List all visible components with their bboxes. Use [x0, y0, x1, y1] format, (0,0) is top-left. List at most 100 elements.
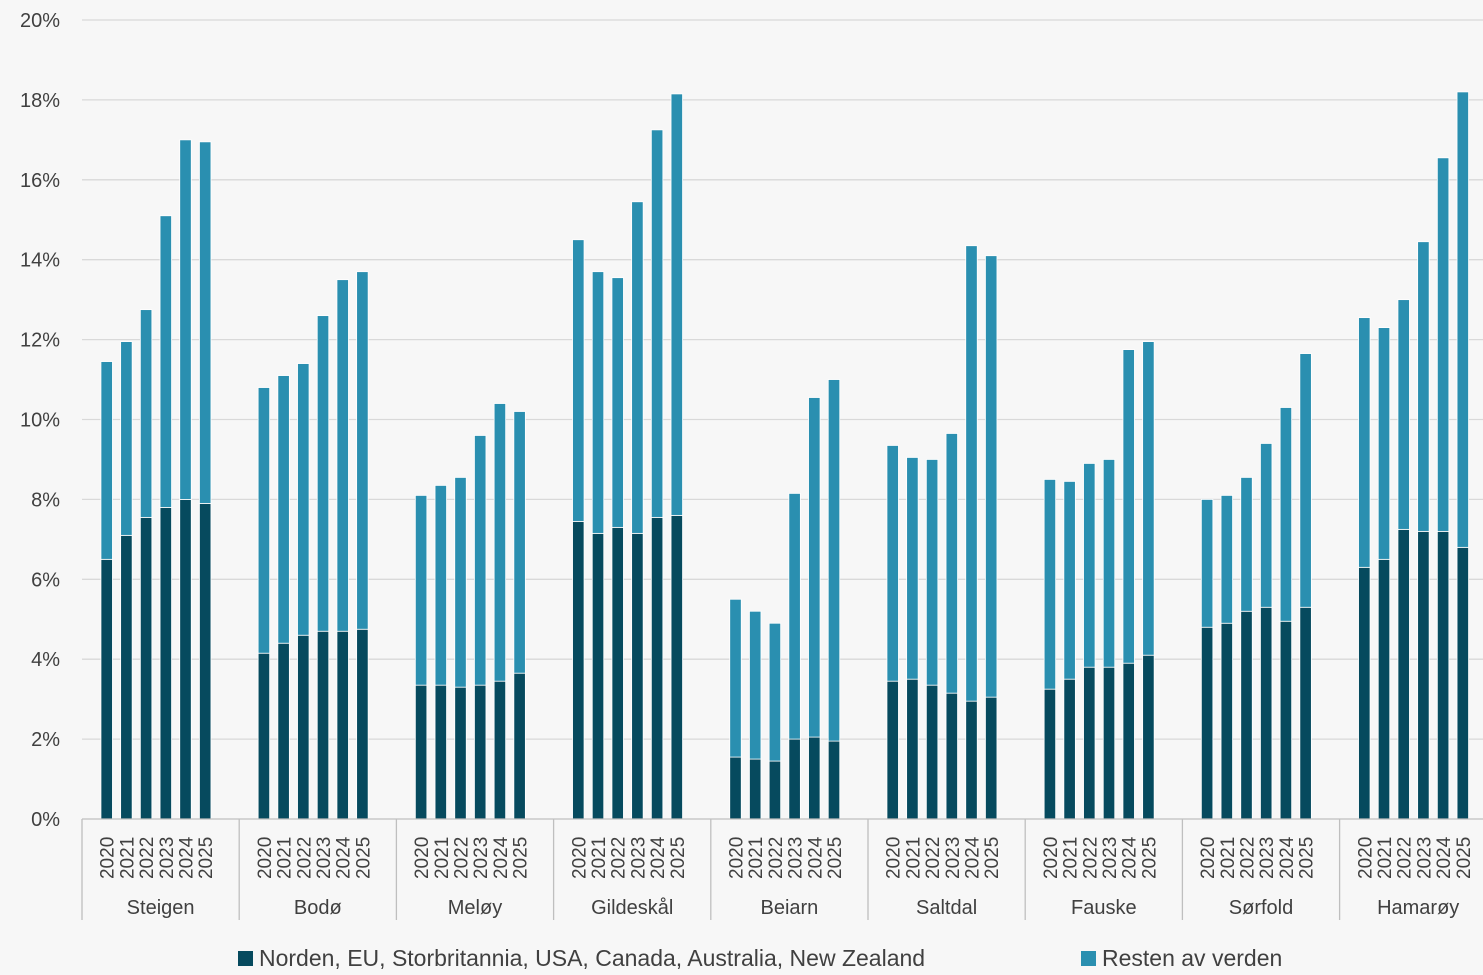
year-tick-label: 2020	[569, 837, 590, 879]
bar-segment-norden-eu	[808, 736, 821, 820]
year-tick-label: 2020	[727, 837, 748, 879]
year-tick-label: 2020	[884, 837, 905, 879]
x-axis-labels: Steigen202020212022202320242025Bodø20202…	[98, 836, 1475, 919]
bar-segment-resten-av-verden	[749, 610, 762, 760]
y-tick-label: 14%	[20, 250, 60, 272]
year-tick-label: 2025	[982, 837, 1003, 879]
bar-segment-resten-av-verden	[297, 363, 310, 636]
bar-segment-resten-av-verden	[827, 379, 841, 742]
bar-segment-resten-av-verden	[179, 139, 192, 500]
bar-segment-resten-av-verden	[1043, 479, 1057, 690]
year-tick-label: 2025	[353, 837, 374, 879]
bar-segment-resten-av-verden	[454, 477, 467, 688]
legend-label: Resten av verden	[1102, 945, 1282, 970]
year-tick-label: 2020	[1355, 837, 1376, 879]
bar-segment-norden-eu	[493, 680, 507, 820]
year-tick-label: 2023	[786, 837, 807, 879]
year-tick-label: 2021	[1218, 837, 1239, 879]
bar-segment-norden-eu	[1122, 662, 1135, 820]
bar-segment-norden-eu	[886, 680, 899, 820]
bar-segment-resten-av-verden	[199, 141, 212, 504]
bar-segment-norden-eu	[985, 696, 998, 820]
year-tick-label: 2025	[1454, 837, 1475, 879]
bar-segment-resten-av-verden	[906, 457, 919, 680]
bar-segment-norden-eu	[277, 642, 290, 820]
legend-label: Norden, EU, Storbritannia, USA, Canada, …	[259, 945, 925, 970]
y-tick-label: 6%	[31, 569, 60, 591]
year-tick-label: 2025	[1139, 837, 1160, 879]
year-tick-label: 2023	[471, 837, 492, 879]
x-axis	[81, 818, 1483, 920]
bar-segment-norden-eu	[631, 532, 644, 820]
year-tick-label: 2023	[628, 837, 649, 879]
bar-segment-resten-av-verden	[808, 397, 821, 738]
bar-segment-resten-av-verden	[1397, 299, 1410, 530]
bar-segment-resten-av-verden	[1122, 349, 1135, 664]
bar-segment-norden-eu	[316, 630, 330, 820]
bar-segment-norden-eu	[788, 738, 801, 820]
bar-segment-resten-av-verden	[729, 598, 742, 758]
bar-segment-norden-eu	[965, 700, 978, 820]
legend: Norden, EU, Storbritannia, USA, Canada, …	[238, 945, 1282, 971]
y-tick-label: 0%	[31, 809, 60, 831]
bar-segment-resten-av-verden	[139, 309, 153, 518]
year-tick-label: 2021	[589, 837, 610, 879]
bar-segment-norden-eu	[1043, 688, 1057, 820]
year-tick-label: 2023	[1100, 837, 1121, 879]
bar-segment-resten-av-verden	[1220, 495, 1233, 624]
year-tick-label: 2020	[1041, 837, 1062, 879]
year-tick-label: 2025	[196, 837, 217, 879]
bar-segment-norden-eu	[1436, 530, 1450, 820]
year-tick-label: 2021	[432, 837, 453, 879]
y-tick-label: 12%	[20, 330, 60, 352]
bar-segment-resten-av-verden	[257, 387, 271, 654]
bar-segment-norden-eu	[572, 520, 585, 820]
year-tick-label: 2022	[1395, 837, 1416, 879]
year-tick-label: 2024	[334, 836, 355, 879]
bar-segment-norden-eu	[1299, 606, 1312, 820]
year-tick-label: 2023	[1257, 837, 1278, 879]
bar-segment-resten-av-verden	[611, 277, 624, 528]
year-tick-label: 2022	[137, 837, 158, 879]
bar-segment-norden-eu	[1102, 666, 1116, 820]
bar-segment-resten-av-verden	[670, 93, 683, 516]
group-label: Hamarøy	[1377, 897, 1459, 919]
bar-segment-norden-eu	[199, 502, 212, 820]
year-tick-label: 2023	[943, 837, 964, 879]
bar-segment-norden-eu	[1456, 546, 1469, 820]
year-tick-label: 2022	[452, 837, 473, 879]
bar-segment-norden-eu	[336, 630, 349, 820]
bar-segment-resten-av-verden	[1436, 157, 1450, 532]
group-label: Beiarn	[760, 897, 818, 919]
bar-segment-resten-av-verden	[965, 245, 978, 702]
bar-segment-resten-av-verden	[1063, 481, 1076, 680]
bar-segment-norden-eu	[257, 652, 271, 820]
year-tick-label: 2020	[412, 837, 433, 879]
year-tick-label: 2022	[609, 837, 630, 879]
bar-segment-resten-av-verden	[1083, 463, 1096, 668]
y-tick-label: 20%	[20, 10, 60, 32]
bar-segment-resten-av-verden	[1358, 317, 1371, 568]
bar-segment-resten-av-verden	[356, 271, 369, 630]
bar-segment-norden-eu	[768, 760, 782, 820]
bar-segment-norden-eu	[1397, 528, 1410, 820]
year-tick-label: 2020	[255, 837, 276, 879]
group-label: Bodø	[294, 897, 342, 919]
bar-segment-resten-av-verden	[100, 361, 113, 560]
year-tick-label: 2021	[903, 837, 924, 879]
bar-segment-resten-av-verden	[1102, 459, 1116, 668]
year-tick-label: 2025	[668, 837, 689, 879]
bar-segment-norden-eu	[650, 516, 664, 820]
bar-segment-norden-eu	[670, 514, 683, 820]
year-tick-label: 2024	[177, 836, 198, 879]
bar-segment-resten-av-verden	[434, 485, 447, 686]
year-tick-label: 2022	[1080, 837, 1101, 879]
bar-segment-norden-eu	[454, 686, 467, 820]
bar-segment-resten-av-verden	[414, 495, 428, 686]
bar-segment-resten-av-verden	[1142, 341, 1155, 656]
bar-segment-norden-eu	[120, 534, 133, 820]
bar-segment-norden-eu	[1083, 666, 1096, 820]
bar-segment-norden-eu	[159, 506, 172, 820]
year-tick-label: 2022	[1238, 837, 1259, 879]
